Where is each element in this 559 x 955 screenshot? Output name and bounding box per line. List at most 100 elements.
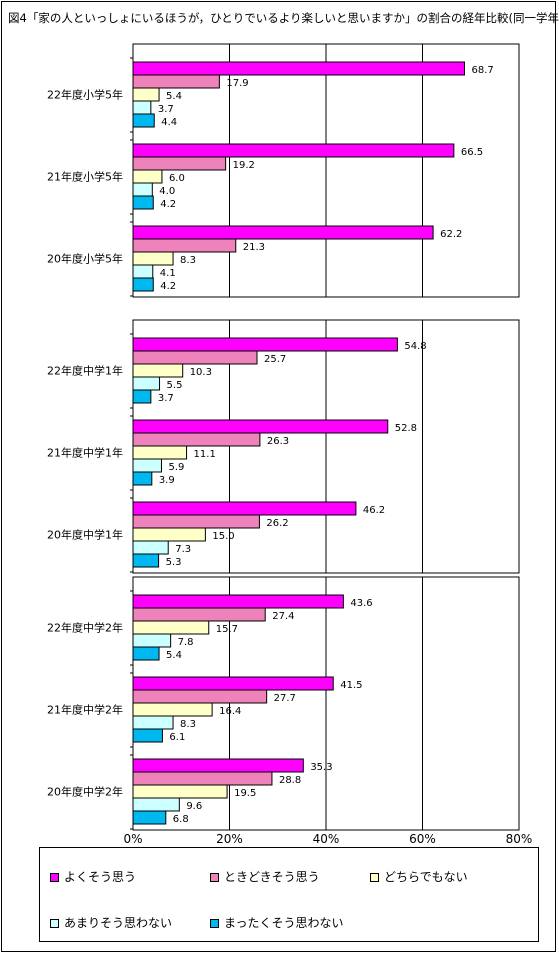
legend-swatch-mattaku (210, 919, 219, 928)
data-label: 4.2 (160, 199, 176, 210)
data-label: 3.9 (159, 475, 175, 486)
bar (132, 702, 213, 717)
bar (132, 350, 258, 365)
bar (132, 771, 273, 786)
data-label: 27.4 (272, 611, 294, 622)
x-tick-label: 80% (506, 832, 533, 846)
bar (132, 607, 266, 622)
data-label: 4.4 (161, 117, 177, 128)
bar (132, 143, 455, 158)
bar (132, 594, 344, 609)
data-label: 26.2 (266, 518, 288, 529)
data-label: 17.9 (226, 78, 248, 89)
legend-label-yoku: よくそう思う (64, 870, 137, 884)
bar (132, 715, 174, 730)
bar (132, 113, 155, 128)
legend-item-dochira: どちらでもない (370, 868, 468, 885)
data-label: 10.3 (190, 367, 212, 378)
x-tick-label: 40% (313, 832, 340, 846)
data-label: 4.1 (160, 268, 176, 279)
legend-label-amari: あまりそう思わない (64, 916, 173, 930)
data-label: 5.5 (167, 380, 183, 391)
category-label: 21年度中学2年 (47, 703, 123, 717)
bar (132, 689, 268, 704)
data-label: 41.5 (340, 680, 362, 691)
legend-item-mattaku: まったくそう思わない (210, 914, 344, 931)
bar (132, 376, 161, 391)
chart-title: 図4「家の人といっしょにいるほうが，ひとりでいるより楽しいと思いますか」の割合の… (8, 11, 559, 25)
bar (132, 264, 154, 279)
data-label: 6.1 (169, 732, 185, 743)
bar (132, 620, 210, 635)
data-label: 54.8 (404, 341, 426, 352)
data-label: 7.8 (178, 637, 194, 648)
data-label: 8.3 (180, 255, 196, 266)
x-tick-label: 0% (123, 832, 142, 846)
legend-swatch-dochira (370, 873, 379, 882)
data-label: 46.2 (363, 505, 385, 516)
data-label: 66.5 (461, 147, 483, 158)
category-label: 21年度小学5年 (47, 170, 123, 184)
legend-item-amari: あまりそう思わない (50, 914, 172, 931)
bar (132, 728, 163, 743)
data-label: 9.6 (186, 801, 202, 812)
bar (132, 61, 465, 76)
data-label: 3.7 (158, 104, 174, 115)
data-label: 5.9 (168, 462, 184, 473)
data-label: 6.8 (173, 814, 189, 825)
data-label: 43.6 (350, 598, 372, 609)
bar (132, 445, 188, 460)
legend-label-dochira: どちらでもない (384, 870, 468, 884)
data-label: 21.3 (243, 242, 265, 253)
bar (132, 432, 261, 447)
bar (132, 810, 167, 825)
legend-swatch-tokidoki (210, 873, 219, 882)
chart-legend: よくそう思う ときどきそう思う どちらでもない あまりそう思わない まったくそう… (39, 847, 539, 942)
x-tick-label: 20% (216, 832, 243, 846)
bar (132, 277, 154, 292)
data-label: 8.3 (180, 719, 196, 730)
category-label: 20年度小学5年 (47, 252, 123, 266)
bar (132, 458, 162, 473)
category-label: 21年度中学1年 (47, 446, 123, 460)
bar (132, 100, 152, 115)
data-label: 16.4 (219, 706, 241, 717)
data-label: 6.0 (169, 173, 185, 184)
data-label: 4.2 (160, 281, 176, 292)
data-label: 26.3 (267, 436, 289, 447)
bar (132, 363, 184, 378)
data-label: 15.0 (212, 531, 234, 542)
data-label: 7.3 (175, 544, 191, 555)
data-label: 19.5 (234, 788, 256, 799)
bar (132, 501, 357, 516)
bar (132, 238, 237, 253)
data-label: 19.2 (233, 160, 255, 171)
bar (132, 169, 163, 184)
data-label: 35.3 (310, 762, 332, 773)
legend-item-yoku: よくそう思う (50, 868, 136, 885)
bar (132, 195, 154, 210)
bar (132, 633, 172, 648)
bar (132, 182, 153, 197)
data-label: 5.4 (166, 91, 182, 102)
category-label: 22年度中学1年 (47, 364, 123, 378)
bar (132, 646, 160, 661)
legend-item-tokidoki: ときどきそう思う (210, 868, 320, 885)
bar (132, 471, 153, 486)
category-label: 20年度中学2年 (47, 785, 123, 799)
legend-label-tokidoki: ときどきそう思う (224, 870, 320, 884)
bar (132, 797, 180, 812)
bar (132, 676, 334, 691)
bar (132, 74, 220, 89)
bar (132, 784, 228, 799)
category-label: 22年度小学5年 (47, 88, 123, 102)
data-label: 25.7 (264, 354, 286, 365)
data-label: 5.3 (166, 557, 182, 568)
bar (132, 553, 160, 568)
bar (132, 251, 174, 266)
data-label: 11.1 (194, 449, 216, 460)
data-label: 62.2 (440, 229, 462, 240)
legend-swatch-yoku (50, 873, 59, 882)
category-label: 22年度中学2年 (47, 621, 123, 635)
bar (132, 514, 260, 529)
